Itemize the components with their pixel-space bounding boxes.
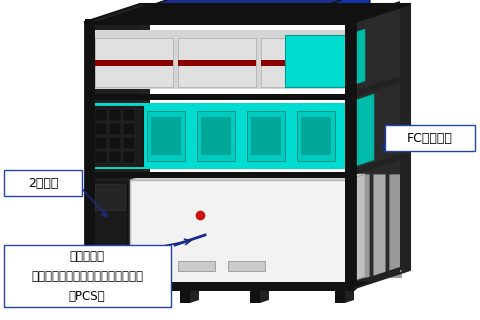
Polygon shape xyxy=(260,285,269,303)
Bar xyxy=(109,123,121,135)
Polygon shape xyxy=(85,4,140,288)
Polygon shape xyxy=(105,285,114,303)
Bar xyxy=(123,109,135,121)
Polygon shape xyxy=(85,282,373,288)
Bar xyxy=(85,94,355,100)
Polygon shape xyxy=(140,4,150,270)
Bar xyxy=(250,288,260,303)
Bar xyxy=(261,60,339,66)
Bar xyxy=(301,117,331,155)
Bar xyxy=(95,151,107,163)
Bar xyxy=(95,123,107,135)
Bar xyxy=(178,60,256,66)
Bar xyxy=(373,174,385,277)
Bar xyxy=(178,38,256,87)
Polygon shape xyxy=(345,285,354,303)
Polygon shape xyxy=(85,4,410,22)
Bar xyxy=(345,22,355,288)
Bar xyxy=(85,19,355,25)
Bar xyxy=(95,38,173,87)
Bar xyxy=(109,137,121,149)
Bar xyxy=(201,117,231,155)
Bar xyxy=(95,184,125,210)
Bar xyxy=(335,288,345,303)
Polygon shape xyxy=(347,29,365,87)
Bar xyxy=(251,117,281,155)
Bar xyxy=(297,111,335,161)
Bar xyxy=(95,109,107,121)
Bar xyxy=(109,109,121,121)
Bar xyxy=(180,288,190,303)
Bar xyxy=(85,285,355,291)
Text: 運転制御盤
パワーコンディショニングシステム
（PCS）: 運転制御盤 パワーコンディショニングシステム （PCS） xyxy=(31,250,143,302)
Bar xyxy=(109,151,121,163)
Bar xyxy=(95,60,173,66)
FancyBboxPatch shape xyxy=(4,170,82,196)
Bar xyxy=(197,111,235,161)
Polygon shape xyxy=(130,174,365,180)
Polygon shape xyxy=(85,4,410,22)
Bar xyxy=(93,30,347,89)
Polygon shape xyxy=(355,4,410,288)
Bar xyxy=(261,38,339,87)
Bar xyxy=(130,180,347,283)
Text: FCスタック: FCスタック xyxy=(407,132,453,145)
Polygon shape xyxy=(345,76,400,100)
Polygon shape xyxy=(347,94,374,169)
Polygon shape xyxy=(330,0,370,19)
Bar xyxy=(123,151,135,163)
Bar xyxy=(147,111,185,161)
Polygon shape xyxy=(85,4,150,22)
Bar xyxy=(95,288,105,303)
Bar xyxy=(155,4,330,19)
Bar xyxy=(85,22,95,288)
Bar xyxy=(400,4,410,270)
FancyBboxPatch shape xyxy=(385,125,475,151)
Polygon shape xyxy=(345,1,400,25)
Polygon shape xyxy=(190,285,199,303)
Polygon shape xyxy=(347,174,365,283)
Bar xyxy=(389,174,401,277)
Bar xyxy=(357,174,369,277)
Bar xyxy=(178,261,215,271)
Bar xyxy=(85,172,355,178)
Bar xyxy=(93,106,143,166)
Bar xyxy=(95,137,107,149)
FancyBboxPatch shape xyxy=(4,245,171,307)
Bar xyxy=(123,123,135,135)
Bar xyxy=(123,137,135,149)
Bar xyxy=(247,111,285,161)
Text: 2次電池: 2次電池 xyxy=(28,177,58,189)
Bar xyxy=(93,182,127,281)
Polygon shape xyxy=(345,267,400,291)
Bar xyxy=(93,103,347,169)
Bar xyxy=(228,261,265,271)
Bar xyxy=(285,35,347,87)
Polygon shape xyxy=(345,154,400,178)
Bar xyxy=(151,117,181,155)
Polygon shape xyxy=(155,0,370,4)
